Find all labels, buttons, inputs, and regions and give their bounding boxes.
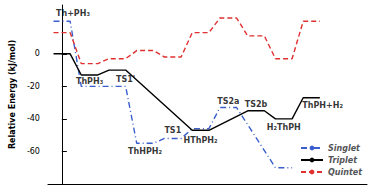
svg-text:Triplet: Triplet (328, 156, 358, 165)
svg-text:H₂ThPH: H₂ThPH (267, 123, 301, 132)
svg-text:TS1': TS1' (116, 75, 136, 85)
svg-text:TS2a: TS2a (217, 97, 239, 106)
svg-text:Relative Energy (kJ/mol): Relative Energy (kJ/mol) (8, 40, 17, 149)
svg-text:0: 0 (35, 49, 40, 58)
svg-text:ThPH₃: ThPH₃ (76, 77, 104, 86)
svg-text:-20: -20 (27, 82, 40, 91)
svg-text:Singlet: Singlet (328, 144, 361, 153)
svg-text:HThPH₂: HThPH₂ (184, 136, 218, 145)
svg-text:Quintet: Quintet (328, 168, 363, 177)
svg-text:-40: -40 (27, 114, 40, 123)
svg-text:Th+PH₃: Th+PH₃ (56, 9, 90, 18)
svg-text:TS1: TS1 (164, 126, 181, 135)
svg-text:TS2b: TS2b (245, 100, 268, 109)
svg-text:-60: -60 (27, 147, 40, 156)
svg-text:ThHPH₂: ThHPH₂ (128, 147, 162, 156)
svg-text:ThPH+H₂: ThPH+H₂ (302, 101, 343, 110)
